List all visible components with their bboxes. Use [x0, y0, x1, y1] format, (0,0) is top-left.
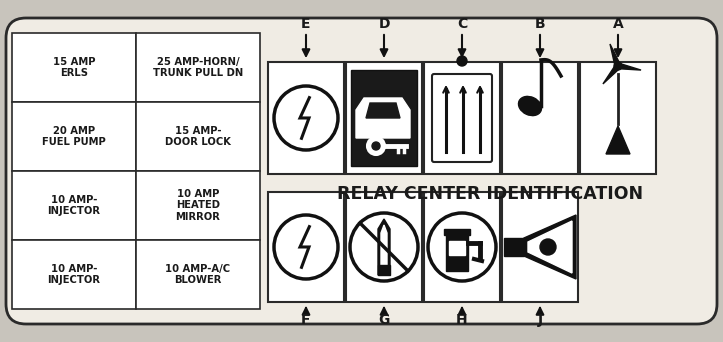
Polygon shape: [366, 103, 400, 118]
Bar: [449, 241, 465, 255]
Text: B: B: [535, 17, 545, 31]
Bar: [378, 265, 390, 275]
Bar: [346, 192, 422, 302]
Text: G: G: [378, 313, 390, 327]
Text: 25 AMP-HORN/
TRUNK PULL DN: 25 AMP-HORN/ TRUNK PULL DN: [153, 57, 243, 78]
Text: C: C: [457, 17, 467, 31]
Bar: [424, 62, 500, 174]
Bar: [444, 229, 470, 235]
Bar: [136, 240, 260, 309]
Bar: [12, 102, 136, 171]
Text: 10 AMP-
INJECTOR: 10 AMP- INJECTOR: [48, 195, 100, 216]
Text: 10 AMP-
INJECTOR: 10 AMP- INJECTOR: [48, 264, 100, 285]
FancyBboxPatch shape: [432, 74, 492, 162]
Bar: [424, 192, 500, 302]
Bar: [136, 171, 260, 240]
Bar: [346, 62, 422, 174]
Circle shape: [614, 62, 622, 70]
Bar: [136, 33, 260, 102]
Text: F: F: [301, 313, 311, 327]
Bar: [502, 62, 578, 174]
Text: 15 AMP-
DOOR LOCK: 15 AMP- DOOR LOCK: [165, 126, 231, 147]
Polygon shape: [356, 98, 410, 138]
Polygon shape: [524, 215, 576, 279]
Bar: [268, 192, 344, 302]
Text: A: A: [612, 17, 623, 31]
Text: 10 AMP
HEATED
MIRROR: 10 AMP HEATED MIRROR: [176, 189, 221, 222]
Circle shape: [372, 142, 380, 150]
Bar: [136, 102, 260, 171]
Polygon shape: [381, 225, 387, 271]
Bar: [12, 240, 136, 309]
Circle shape: [540, 239, 556, 255]
Bar: [446, 235, 468, 271]
Bar: [12, 33, 136, 102]
Bar: [502, 192, 578, 302]
Polygon shape: [606, 126, 630, 154]
Text: D: D: [378, 17, 390, 31]
Polygon shape: [378, 219, 390, 275]
Polygon shape: [610, 44, 621, 66]
Text: 10 AMP-A/C
BLOWER: 10 AMP-A/C BLOWER: [166, 264, 231, 285]
Circle shape: [367, 137, 385, 155]
Text: E: E: [301, 17, 311, 31]
Text: 15 AMP
ERLS: 15 AMP ERLS: [53, 57, 95, 78]
Polygon shape: [603, 63, 620, 84]
Bar: [12, 171, 136, 240]
Bar: [504, 238, 524, 256]
Polygon shape: [617, 63, 641, 70]
Text: H: H: [456, 313, 468, 327]
FancyBboxPatch shape: [6, 18, 717, 324]
Text: 20 AMP
FUEL PUMP: 20 AMP FUEL PUMP: [42, 126, 106, 147]
Ellipse shape: [518, 96, 542, 116]
Text: J: J: [537, 313, 542, 327]
Circle shape: [457, 56, 467, 66]
Bar: [580, 62, 656, 174]
Text: RELAY CENTER IDENTIFICATION: RELAY CENTER IDENTIFICATION: [337, 185, 643, 203]
Bar: [351, 70, 417, 166]
Bar: [268, 62, 344, 174]
Polygon shape: [528, 221, 572, 273]
